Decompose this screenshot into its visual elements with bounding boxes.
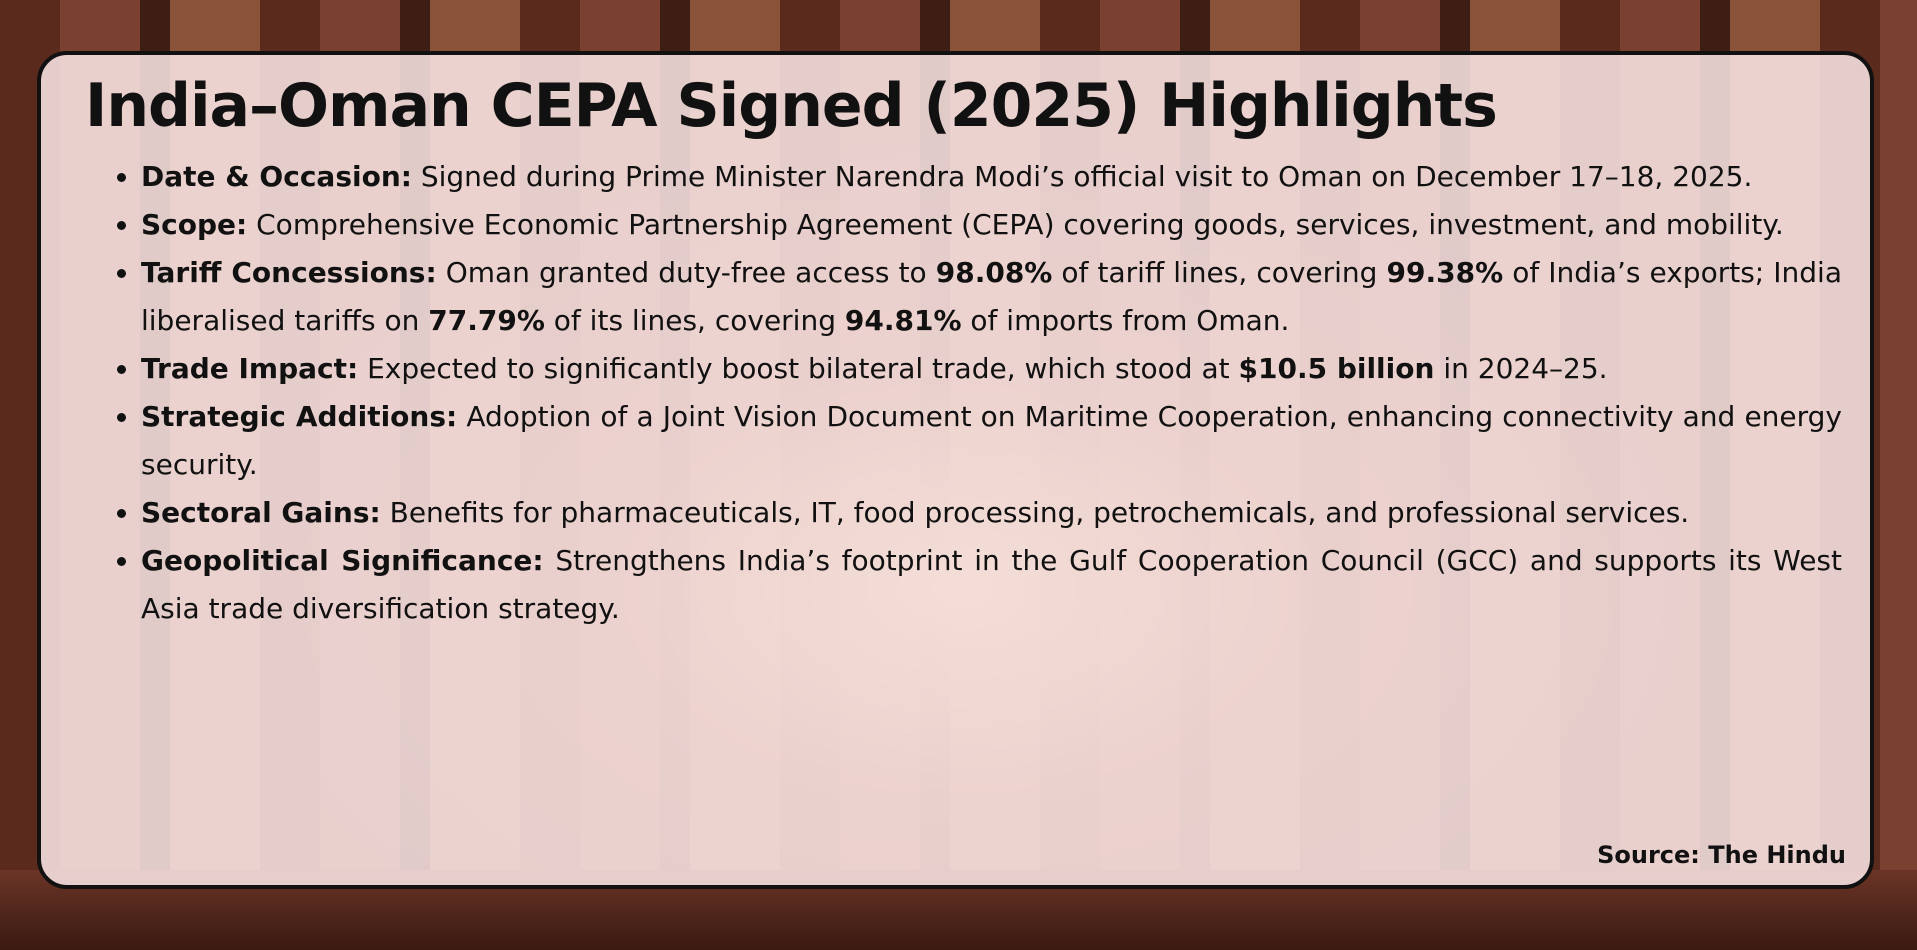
item-label: Sectoral Gains: xyxy=(141,496,381,529)
highlights-panel: India–Oman CEPA Signed (2025) Highlights… xyxy=(37,51,1874,889)
highlight-item: Sectoral Gains: Benefits for pharmaceuti… xyxy=(141,489,1842,537)
highlight-item: Tariff Concessions: Oman granted duty-fr… xyxy=(141,249,1842,345)
item-label: Strategic Additions: xyxy=(141,400,458,433)
highlight-item: Trade Impact: Expected to significantly … xyxy=(141,345,1842,393)
item-label: Scope: xyxy=(141,208,248,241)
item-label: Tariff Concessions: xyxy=(141,256,437,289)
item-text: of its lines, covering xyxy=(544,304,845,337)
item-text: Oman granted duty-free access to xyxy=(436,256,936,289)
item-highlight: $10.5 billion xyxy=(1238,352,1435,385)
item-text: of tariff lines, covering xyxy=(1052,256,1387,289)
item-highlight: 77.79% xyxy=(428,304,545,337)
item-highlight: 98.08% xyxy=(935,256,1053,289)
title: India–Oman CEPA Signed (2025) Highlights xyxy=(85,71,1498,141)
item-highlight: 99.38% xyxy=(1386,256,1504,289)
item-label: Geopolitical Significance: xyxy=(141,544,544,577)
source: Source: The Hindu xyxy=(1597,841,1846,869)
highlight-item: Scope: Comprehensive Economic Partnershi… xyxy=(141,201,1842,249)
item-label: Date & Occasion: xyxy=(141,160,412,193)
item-text: of India’s exports; India liberalised ta… xyxy=(141,256,1842,337)
highlight-item: Geopolitical Significance: Strengthens I… xyxy=(141,537,1842,633)
item-label: Trade Impact: xyxy=(141,352,359,385)
item-text: Signed during Prime Minister Narendra Mo… xyxy=(411,160,1753,193)
item-text: Expected to significantly boost bilatera… xyxy=(358,352,1239,385)
item-text: Strengthens India’s footprint in the Gul… xyxy=(141,544,1843,625)
item-text: in 2024–25. xyxy=(1434,352,1608,385)
highlight-item: Date & Occasion: Signed during Prime Min… xyxy=(141,153,1842,201)
item-text: Benefits for pharmaceuticals, IT, food p… xyxy=(380,496,1690,529)
item-highlight: 94.81% xyxy=(844,304,962,337)
item-text: Adoption of a Joint Vision Document on M… xyxy=(141,400,1842,481)
item-text: of imports from Oman. xyxy=(961,304,1290,337)
item-text: Comprehensive Economic Partnership Agree… xyxy=(247,208,1784,241)
highlights-list: Date & Occasion: Signed during Prime Min… xyxy=(141,153,1842,633)
highlight-item: Strategic Additions: Adoption of a Joint… xyxy=(141,393,1842,489)
